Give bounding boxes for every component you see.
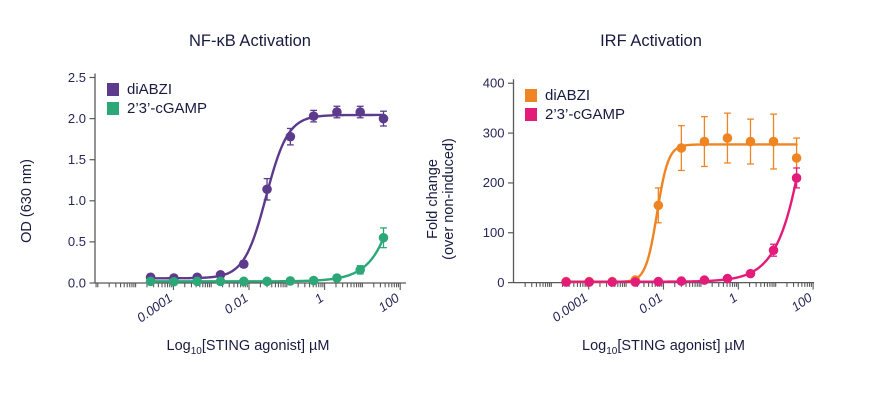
svg-text:1.0: 1.0 [68,193,86,208]
svg-text:0.0: 0.0 [68,275,86,290]
svg-text:200: 200 [483,175,505,190]
svg-text:2.0: 2.0 [68,111,86,126]
svg-text:400: 400 [483,76,505,91]
svg-text:2.5: 2.5 [68,70,86,85]
svg-text:0.5: 0.5 [68,234,86,249]
svg-text:300: 300 [483,125,505,140]
svg-text:100: 100 [483,225,505,240]
svg-text:1.5: 1.5 [68,152,86,167]
svg-text:0: 0 [497,275,504,290]
